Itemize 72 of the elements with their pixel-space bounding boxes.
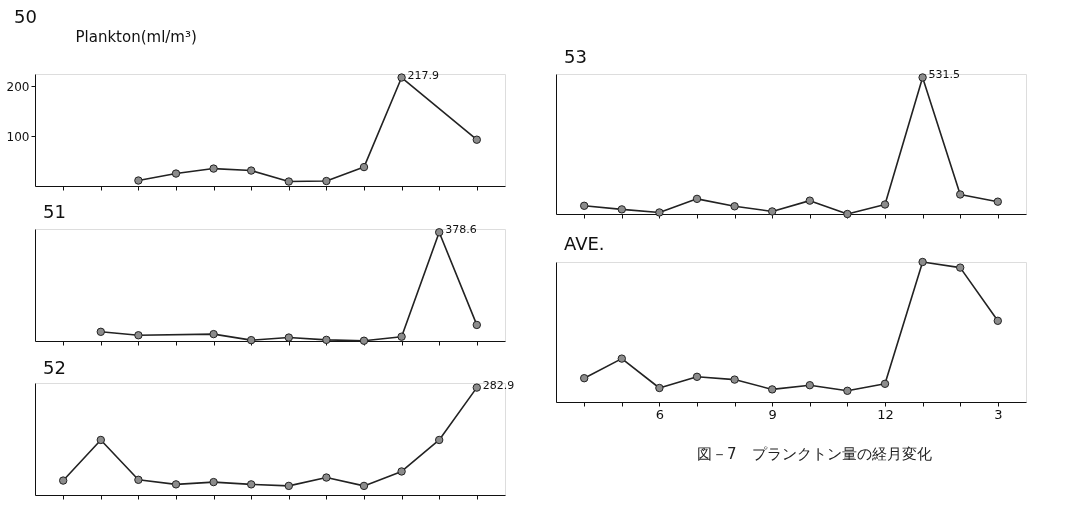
point	[880, 200, 890, 209]
point	[322, 335, 331, 345]
point	[617, 205, 627, 214]
x-tick-label: 3	[994, 406, 1003, 422]
point	[918, 257, 927, 267]
point	[730, 375, 739, 384]
point	[805, 381, 815, 390]
point	[655, 208, 664, 217]
data-label: 378.6	[445, 223, 477, 237]
point	[284, 333, 294, 342]
point	[322, 176, 331, 186]
point	[359, 481, 369, 491]
point	[993, 197, 1003, 206]
point	[246, 335, 256, 345]
point	[134, 176, 143, 185]
point	[843, 386, 852, 395]
y-axis-title: Plankton(ml/m³)	[75, 27, 197, 46]
point	[209, 477, 218, 487]
point	[955, 263, 965, 272]
point	[880, 379, 890, 388]
point	[209, 164, 218, 173]
point	[434, 228, 444, 237]
chart-title: 50	[14, 6, 37, 27]
point	[767, 207, 777, 216]
point	[472, 320, 482, 330]
point	[322, 473, 331, 482]
point	[246, 480, 256, 489]
x-tick-label: 6	[655, 406, 665, 422]
chart-title: AVE.	[564, 233, 605, 255]
point	[472, 135, 482, 144]
chart-title: 52	[43, 356, 66, 378]
text: 図－7 プランクトン量の経月変化	[697, 445, 932, 463]
point	[134, 475, 143, 485]
point	[692, 372, 702, 381]
point	[134, 331, 143, 340]
point	[246, 166, 256, 175]
data-label: 217.9	[407, 68, 440, 82]
point	[955, 190, 965, 199]
point	[993, 316, 1003, 325]
point	[692, 194, 702, 204]
point	[397, 332, 406, 341]
y-tick-label: 200	[6, 79, 30, 94]
point	[359, 162, 369, 172]
point	[171, 480, 181, 489]
data-label: 282.9	[482, 378, 515, 392]
point	[843, 209, 852, 219]
point	[655, 383, 664, 393]
point	[397, 73, 406, 82]
x-tick-label: 9	[768, 406, 777, 422]
point	[397, 467, 406, 476]
point	[767, 385, 777, 394]
point	[96, 327, 106, 337]
point	[472, 383, 482, 392]
point	[617, 354, 627, 363]
point	[96, 435, 106, 445]
data-label: 531.5	[928, 68, 961, 82]
point	[918, 73, 927, 82]
point	[284, 177, 294, 186]
point	[209, 329, 218, 339]
point	[434, 435, 444, 445]
point	[359, 336, 369, 345]
y-tick-label: 100	[6, 129, 30, 144]
point	[284, 481, 294, 491]
x-tick-label: 12	[877, 406, 894, 422]
point	[730, 202, 739, 211]
point	[805, 196, 815, 205]
point	[58, 476, 68, 485]
point	[579, 201, 589, 210]
point	[171, 169, 181, 178]
chart-title: 51	[43, 201, 66, 223]
chart-title: 53	[564, 46, 587, 68]
point	[579, 374, 589, 383]
